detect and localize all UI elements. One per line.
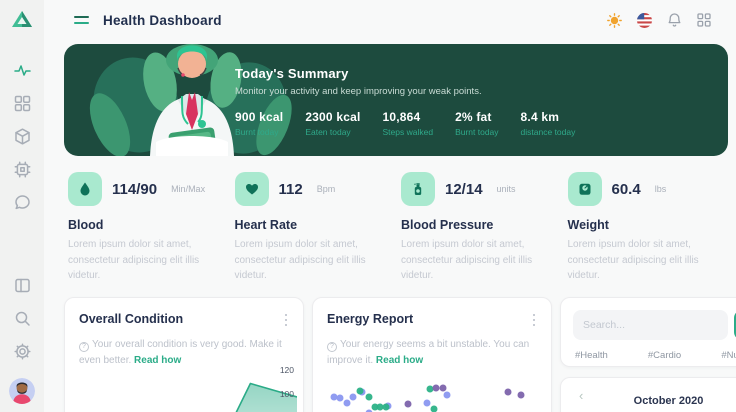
scatter-point: [356, 387, 364, 395]
tag-cardio[interactable]: #Cardio: [647, 349, 682, 361]
scatter-point: [382, 403, 390, 411]
scatter-point: [376, 403, 383, 411]
condition-area-chart: [75, 364, 298, 412]
y-tick-label: 100: [279, 389, 294, 399]
scatter-point: [330, 393, 338, 401]
scatter-point: [443, 391, 451, 399]
summary-stats: 900 kcal Burnt today 2300 kcal Eaten today…: [235, 110, 714, 137]
calendar-prev-icon[interactable]: ‹: [579, 387, 584, 403]
energy-report-note: ? Your energy seems a bit unstable. You c…: [327, 339, 530, 366]
scatter-point: [423, 399, 431, 407]
sidebar-item-panel[interactable]: [14, 277, 31, 294]
energy-report-title: Energy Report: [327, 311, 414, 326]
sidebar-item-search[interactable]: [14, 310, 31, 327]
summary-stat: 8.4 km distance today: [520, 110, 576, 137]
calendar-month-label: October 2020: [633, 394, 704, 407]
pressure-bottle-icon: [401, 172, 435, 206]
scatter-point: [349, 393, 357, 401]
summary-stat: 10,864 Steps walked: [382, 110, 434, 137]
weight-scale-icon: [567, 172, 602, 206]
heart-icon: [234, 172, 269, 206]
scatter-point: [504, 388, 512, 396]
read-how-link[interactable]: Read how: [134, 354, 182, 366]
vital-card-blood: 114/90 Min/Max Blood Lorem ipsum dolor s…: [68, 172, 217, 284]
vital-card-weight: 60.4 lbs Weight Lorem ipsum dolor sit am…: [567, 172, 717, 284]
dashboard-grid-icon: [14, 95, 30, 112]
page-title: Health Dashboard: [103, 12, 222, 28]
bottom-row: Overall Condition ? Your overall conditio…: [64, 296, 736, 412]
blood-drop-icon: [68, 172, 102, 206]
scatter-point: [343, 399, 351, 407]
top-bar: Health Dashboard: [44, 0, 736, 40]
search-icon: [15, 311, 30, 326]
summary-stat: 2300 kcal Eaten today: [305, 110, 361, 137]
overall-condition-note: ? Your overall condition is very good. Ma…: [79, 339, 282, 366]
sidebar-item-settings[interactable]: [13, 343, 31, 360]
sidebar: [0, 0, 44, 412]
search-button[interactable]: [734, 309, 736, 340]
vital-card-blood-pressure: 12/14 units Blood Pressure Lorem ipsum d…: [401, 172, 550, 284]
gear-icon: [13, 343, 31, 360]
summary-title: Today's Summary: [235, 66, 349, 81]
summary-stat: 900 kcal Burnt today: [235, 110, 284, 137]
package-icon: [14, 128, 30, 145]
chat-bubble-icon: [14, 195, 30, 210]
y-tick-label: 120: [279, 364, 294, 375]
overall-condition-title: Overall Condition: [79, 311, 184, 326]
scatter-point: [432, 384, 440, 392]
menu-icon[interactable]: [74, 16, 89, 24]
kebab-menu-icon[interactable]: [281, 312, 292, 329]
cpu-icon: [14, 161, 30, 178]
activity-icon: [13, 65, 31, 76]
energy-report-card: Energy Report ? Your energy seems a bit u…: [312, 296, 552, 412]
todays-summary-card: Today's Summary Monitor your activity an…: [64, 44, 728, 156]
sidebar-item-chat[interactable]: [14, 194, 31, 211]
user-avatar[interactable]: [9, 378, 35, 404]
search-input[interactable]: [573, 309, 728, 340]
scatter-point: [439, 384, 447, 392]
question-icon: ?: [79, 342, 89, 353]
search-card: #Health #Cardio #Nutrition: [560, 296, 736, 367]
main-area: Health Dashboard: [44, 0, 736, 412]
sidebar-item-dashboard[interactable]: [14, 95, 31, 112]
read-how-link[interactable]: Read how: [375, 354, 424, 366]
energy-scatter: [325, 382, 543, 412]
scatter-point: [430, 405, 438, 412]
scatter-point: [517, 391, 525, 399]
tag-nutrition[interactable]: #Nutrition: [721, 349, 736, 361]
scatter-point: [365, 393, 373, 401]
overall-condition-card: Overall Condition ? Your overall conditio…: [64, 296, 304, 412]
vital-card-heart-rate: 112 Bpm Heart Rate Lorem ipsum dolor sit…: [234, 172, 384, 284]
summary-subtitle: Monitor your activity and keep improving…: [235, 86, 482, 97]
sidebar-item-activity[interactable]: [13, 62, 31, 79]
scatter-point: [371, 403, 379, 411]
app-logo[interactable]: [11, 9, 33, 34]
tag-health[interactable]: #Health: [575, 349, 608, 361]
bell-icon[interactable]: [666, 12, 682, 28]
scatter-point: [336, 394, 344, 402]
sidebar-item-package[interactable]: [14, 128, 31, 145]
apps-grid-icon[interactable]: [696, 12, 712, 28]
us-flag-icon[interactable]: [636, 12, 652, 28]
scatter-point: [404, 400, 412, 408]
tag-list: #Health #Cardio #Nutrition: [573, 350, 736, 361]
scatter-point: [365, 409, 373, 412]
vitals-row: 114/90 Min/Max Blood Lorem ipsum dolor s…: [68, 172, 716, 284]
calendar-card: ‹ October 2020 › MONTUEWEDTHUFRISATSUN 2…: [560, 376, 736, 412]
summary-stat: 2% fat Burnt today: [455, 110, 499, 137]
panel-layout-icon: [14, 278, 30, 293]
sun-icon[interactable]: [606, 12, 622, 28]
sidebar-item-cpu[interactable]: [14, 161, 31, 178]
question-icon: ?: [327, 342, 337, 353]
kebab-menu-icon[interactable]: [529, 312, 540, 329]
scatter-point: [426, 385, 434, 393]
right-column: #Health #Cardio #Nutrition ‹ October 202…: [560, 296, 736, 412]
